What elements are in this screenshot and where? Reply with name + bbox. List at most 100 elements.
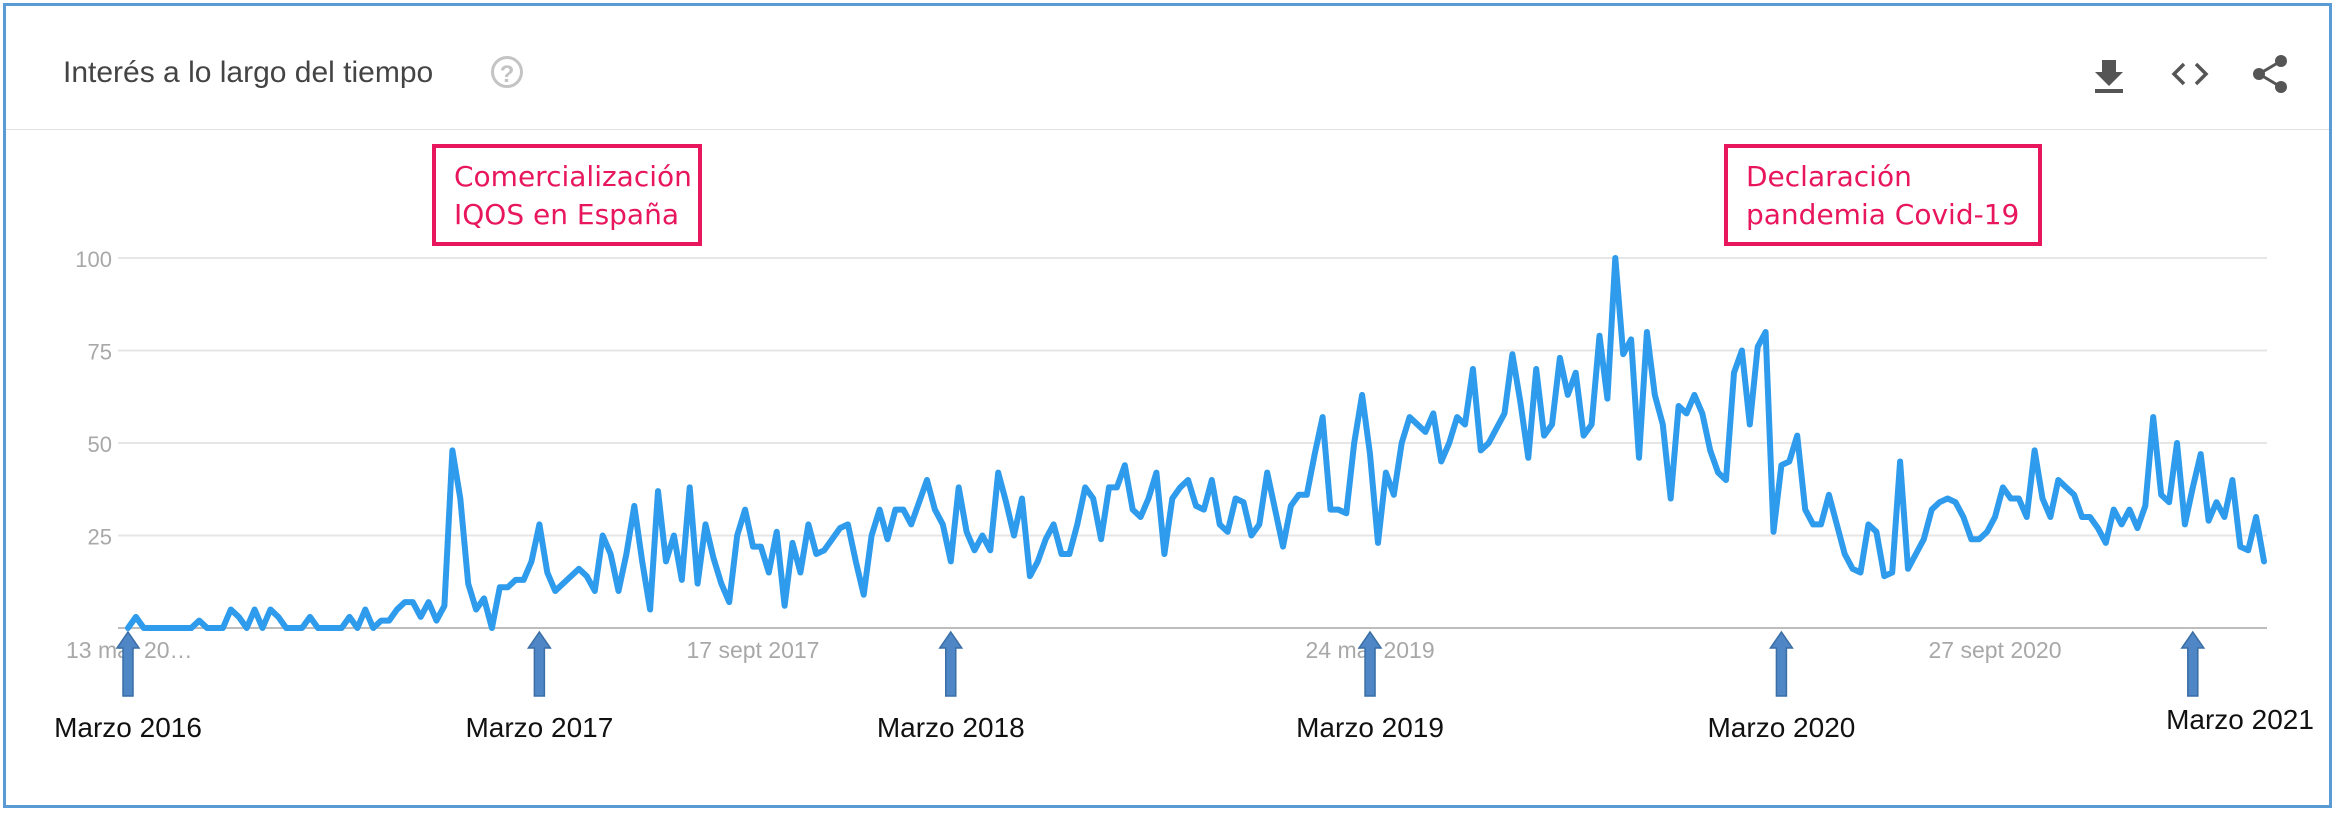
data-point [1352, 441, 1356, 445]
data-point [1874, 530, 1878, 534]
data-point [1107, 485, 1111, 489]
data-point [1866, 522, 1870, 526]
data-point [411, 600, 415, 604]
data-point [2120, 522, 2124, 526]
data-point [1360, 393, 1364, 397]
data-point [2009, 497, 2013, 500]
y-tick-label: 25 [88, 525, 112, 550]
data-point [2207, 519, 2211, 523]
data-point [379, 619, 383, 623]
data-point [1226, 530, 1230, 534]
annotation-text: pandemia Covid-19 [1746, 198, 2019, 231]
data-point [545, 571, 549, 574]
annotation-box [1724, 144, 2042, 246]
data-point [1471, 367, 1475, 371]
data-point [1067, 552, 1071, 556]
data-point [387, 619, 391, 623]
data-point [814, 552, 818, 556]
data-point [909, 522, 913, 526]
data-point [308, 615, 312, 619]
marker-label: Marzo 2020 [1707, 712, 1855, 743]
data-point [1368, 452, 1372, 456]
data-point [363, 608, 367, 611]
data-point [2143, 504, 2147, 508]
data-point [300, 626, 304, 630]
data-point [1091, 497, 1095, 500]
data-point [957, 485, 961, 489]
data-point [1708, 448, 1712, 452]
data-point [2112, 508, 2116, 512]
data-point [1890, 571, 1894, 574]
data-point [1772, 530, 1775, 534]
data-point [1329, 508, 1332, 512]
data-point [1455, 415, 1459, 419]
data-point [775, 530, 779, 534]
annotation-text: IQOS en España [454, 198, 679, 231]
data-point [253, 608, 257, 611]
data-point [2041, 497, 2044, 500]
data-point [1732, 371, 1736, 375]
data-point [1795, 434, 1799, 438]
marker-label: Marzo 2019 [1296, 712, 1444, 743]
help-circle-icon[interactable]: ? [491, 56, 523, 88]
data-point [1827, 493, 1831, 497]
embed-code-icon[interactable] [2166, 50, 2214, 98]
data-point [1439, 460, 1443, 463]
data-point [2175, 441, 2179, 445]
chart-card: Interés a lo largo del tiempo ? [3, 3, 2332, 808]
data-point [1637, 456, 1641, 460]
data-point [791, 541, 794, 545]
data-point [2167, 500, 2171, 504]
data-point [1028, 574, 1032, 578]
share-icon[interactable] [2247, 50, 2295, 98]
data-point [664, 559, 668, 563]
data-point [933, 508, 937, 512]
data-point [846, 522, 850, 526]
data-point [1518, 400, 1522, 404]
data-point [1044, 537, 1048, 541]
data-point [395, 608, 399, 611]
data-point [1764, 330, 1768, 334]
data-point [1083, 485, 1087, 489]
marker-arrow [115, 630, 141, 697]
data-point [2238, 545, 2242, 549]
marker-label: Marzo 2017 [465, 712, 613, 743]
download-icon[interactable] [2085, 50, 2133, 98]
data-point [1289, 504, 1293, 508]
x-tick-label: 17 sept 2017 [686, 637, 819, 663]
data-point [1170, 497, 1174, 500]
data-point [1503, 411, 1506, 415]
data-point [482, 596, 486, 600]
data-point [1376, 541, 1380, 545]
data-point [1423, 430, 1427, 434]
data-point [988, 548, 992, 552]
data-point [1621, 352, 1625, 356]
data-point [1653, 393, 1657, 397]
data-point [870, 534, 874, 537]
data-point [1859, 571, 1862, 574]
data-point [1582, 434, 1586, 438]
data-point [609, 552, 613, 556]
data-point [1526, 456, 1530, 460]
data-point [735, 534, 739, 537]
data-point [2135, 526, 2139, 530]
data-point [166, 626, 170, 630]
data-point [1392, 493, 1396, 497]
data-point [213, 626, 217, 630]
data-point [2017, 497, 2021, 500]
data-point [1787, 460, 1791, 463]
data-point [284, 626, 288, 630]
data-point [2222, 515, 2226, 519]
data-point [1969, 537, 1973, 541]
data-point [2080, 515, 2084, 519]
data-point [2262, 559, 2266, 563]
data-point [1985, 530, 1989, 534]
data-point [1052, 522, 1056, 526]
data-point [941, 522, 945, 526]
data-point [1487, 441, 1491, 445]
data-point [751, 545, 755, 549]
data-point [1131, 508, 1135, 512]
data-point [2159, 493, 2163, 497]
data-point [822, 548, 826, 552]
data-point [648, 608, 652, 611]
